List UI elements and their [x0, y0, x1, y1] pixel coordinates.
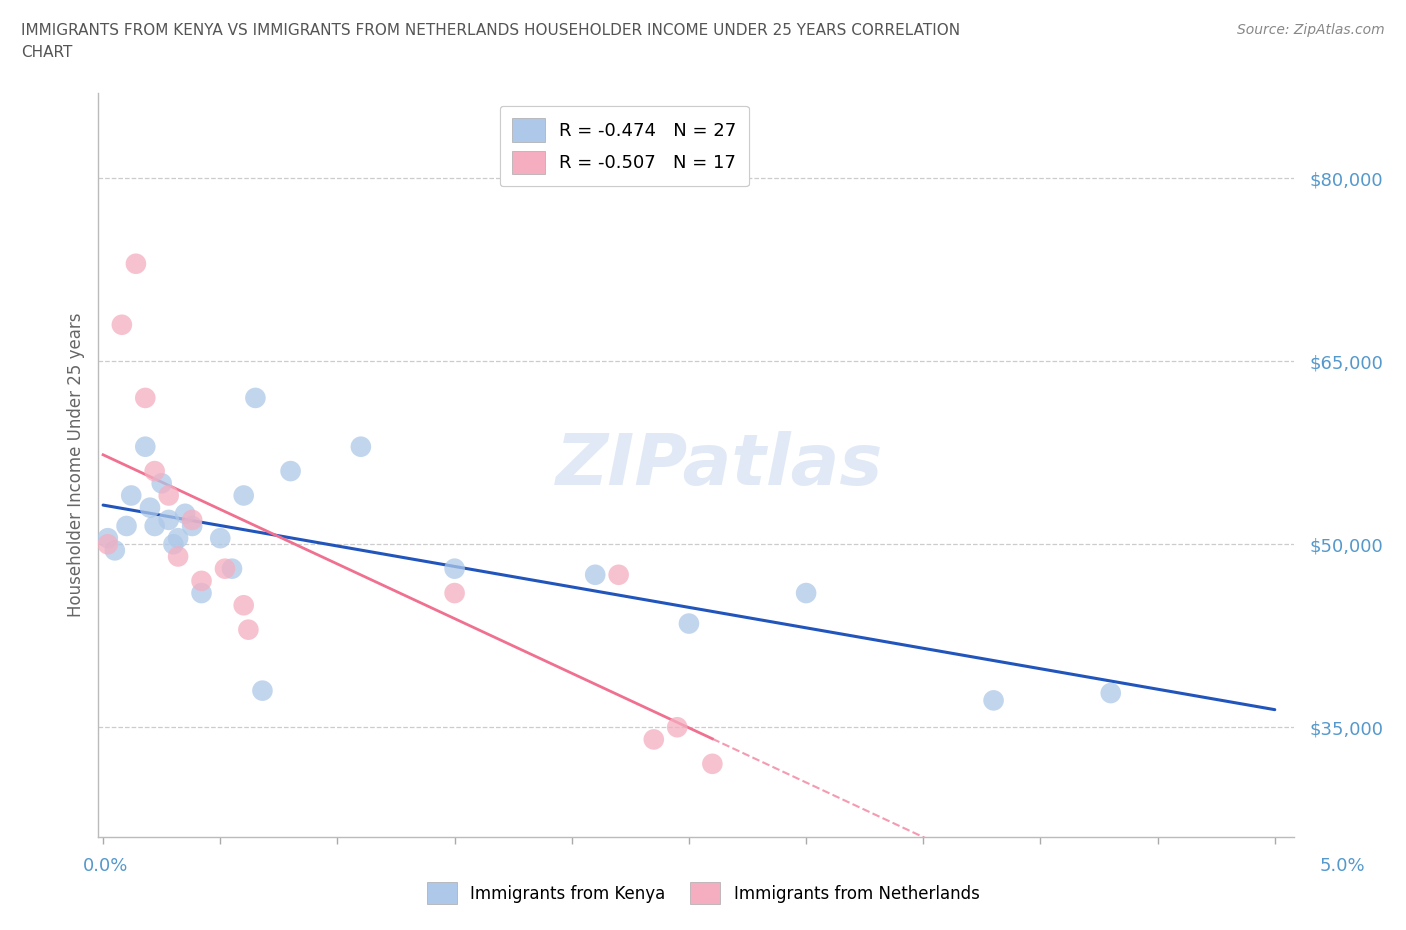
Legend: R = -0.474   N = 27, R = -0.507   N = 17: R = -0.474 N = 27, R = -0.507 N = 17	[499, 106, 749, 186]
Point	[97, 537, 120, 551]
Point	[139, 500, 162, 515]
Point	[443, 586, 465, 601]
Point	[134, 439, 156, 454]
Point	[232, 488, 254, 503]
Point	[583, 567, 606, 582]
Point	[190, 574, 212, 589]
Point	[125, 257, 148, 272]
Point	[115, 519, 138, 534]
Point	[238, 622, 260, 637]
Point	[134, 391, 156, 405]
Point	[280, 464, 302, 479]
Point	[794, 586, 817, 601]
Point	[174, 506, 197, 521]
Point	[1099, 685, 1122, 700]
Point	[97, 531, 120, 546]
Point	[232, 598, 254, 613]
Legend: Immigrants from Kenya, Immigrants from Netherlands: Immigrants from Kenya, Immigrants from N…	[420, 876, 986, 910]
Point	[350, 439, 373, 454]
Text: IMMIGRANTS FROM KENYA VS IMMIGRANTS FROM NETHERLANDS HOUSEHOLDER INCOME UNDER 25: IMMIGRANTS FROM KENYA VS IMMIGRANTS FROM…	[21, 23, 960, 38]
Y-axis label: Householder Income Under 25 years: Householder Income Under 25 years	[66, 312, 84, 618]
Point	[120, 488, 142, 503]
Point	[181, 512, 204, 527]
Point	[111, 317, 134, 332]
Point	[157, 512, 180, 527]
Text: CHART: CHART	[21, 45, 73, 60]
Point	[245, 391, 267, 405]
Point	[214, 561, 236, 576]
Point	[167, 531, 190, 546]
Point	[643, 732, 665, 747]
Text: 0.0%: 0.0%	[83, 857, 128, 875]
Point	[157, 488, 180, 503]
Point	[190, 586, 212, 601]
Point	[983, 693, 1005, 708]
Text: Source: ZipAtlas.com: Source: ZipAtlas.com	[1237, 23, 1385, 37]
Point	[666, 720, 689, 735]
Point	[150, 476, 173, 491]
Point	[209, 531, 232, 546]
Text: ZIPatlas: ZIPatlas	[557, 431, 883, 499]
Point	[607, 567, 630, 582]
Point	[678, 616, 700, 631]
Text: 5.0%: 5.0%	[1320, 857, 1365, 875]
Point	[143, 464, 166, 479]
Point	[167, 549, 190, 564]
Point	[221, 561, 243, 576]
Point	[181, 519, 204, 534]
Point	[252, 684, 274, 698]
Point	[143, 519, 166, 534]
Point	[443, 561, 465, 576]
Point	[162, 537, 184, 551]
Point	[104, 543, 127, 558]
Point	[702, 756, 724, 771]
